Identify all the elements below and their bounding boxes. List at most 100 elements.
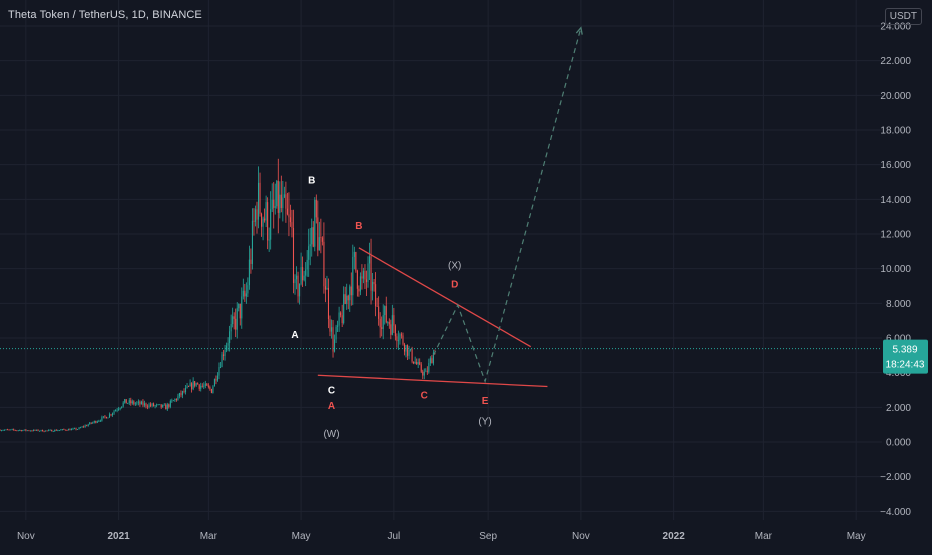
candle-body (282, 197, 284, 208)
candle-body (296, 275, 298, 280)
candle-body (49, 429, 51, 431)
candle-body (408, 350, 410, 356)
candle-body (280, 194, 282, 208)
wave-label: B (308, 176, 315, 187)
candle-body (285, 194, 287, 209)
candle-body (178, 393, 180, 397)
candle-body (172, 400, 174, 402)
candle-body (320, 237, 322, 239)
candle-body (267, 202, 269, 241)
time-tick-label: 2022 (663, 531, 686, 542)
time-tick-label: Sep (479, 531, 497, 542)
candle-body (405, 345, 407, 352)
wave-label: (W) (323, 429, 339, 440)
candle-body (99, 420, 101, 422)
projection-line[interactable] (432, 27, 582, 384)
candle-body (429, 358, 431, 364)
candle-body (34, 429, 36, 431)
candle-body (259, 182, 261, 214)
price-tick-label: 4.000 (886, 368, 911, 379)
candle-body (229, 331, 231, 344)
candle-body (417, 362, 419, 365)
candle-body (148, 404, 150, 408)
candle-body (256, 209, 258, 220)
candle-body (28, 430, 30, 432)
candle-body (253, 220, 255, 222)
candle-body (236, 308, 238, 330)
candle-body (411, 349, 413, 362)
candle-body (390, 324, 392, 335)
candle-body (54, 429, 56, 432)
candle-body (399, 334, 401, 341)
projection-path[interactable] (432, 26, 583, 384)
candle-body (206, 383, 208, 386)
candle-body (145, 403, 147, 407)
trendline-upper[interactable] (358, 247, 532, 348)
time-tick-label: Mar (200, 531, 218, 542)
candle-body (318, 237, 320, 251)
time-tick-label: Nov (572, 531, 590, 542)
candle-body (203, 385, 205, 387)
candle-body (330, 327, 333, 332)
candle-body (370, 256, 372, 291)
candle-body (116, 409, 118, 411)
candle-body (338, 312, 340, 326)
candle-body (327, 287, 330, 320)
candle-body (83, 426, 85, 428)
candle-body (414, 361, 416, 364)
price-tick-label: 12.000 (880, 230, 911, 241)
wave-label: (Y) (478, 417, 491, 428)
candle-body (379, 318, 381, 328)
candle-body (248, 259, 250, 286)
candle-body (221, 354, 223, 368)
candle-body (124, 399, 126, 403)
trendlines[interactable] (317, 247, 548, 388)
candle-body (232, 316, 234, 325)
candle-body (378, 306, 380, 319)
symbol-title[interactable]: Theta Token / TetherUS, 1D, BINANCE (8, 9, 202, 21)
currency-badge[interactable]: USDT (884, 8, 922, 25)
candle-body (419, 362, 421, 365)
candle-body (168, 404, 170, 407)
candle-body (84, 425, 86, 427)
candle-body (58, 430, 60, 431)
candle-body (416, 361, 418, 365)
price-tick-label: 22.000 (880, 56, 911, 67)
candle-body (118, 408, 120, 410)
candle-body (191, 383, 193, 390)
time-tick-label: May (292, 531, 311, 542)
price-tick-label: 18.000 (880, 126, 911, 137)
candle-body (432, 352, 434, 364)
candle-body (108, 414, 111, 418)
candle-body (388, 322, 390, 325)
candle-body (102, 416, 104, 418)
candle-body (192, 381, 194, 390)
candle-body (273, 199, 275, 208)
candle-body (381, 327, 383, 329)
candle-body (204, 383, 206, 386)
candle-body (5, 429, 7, 431)
candle-body (67, 429, 69, 431)
candle-body (219, 367, 222, 368)
candle-body (397, 340, 399, 342)
candle-body (308, 246, 310, 260)
candle-body (89, 422, 91, 425)
candle-body (188, 386, 190, 388)
candle-body (39, 430, 41, 432)
candle-body (358, 288, 360, 292)
trendline-lower[interactable] (317, 374, 548, 388)
candle-body (387, 322, 389, 323)
candle-body (315, 199, 317, 218)
candle-body (294, 279, 296, 283)
candle-body (393, 315, 395, 326)
candle-body (60, 429, 62, 431)
candle-body (11, 429, 13, 431)
candle-body (92, 422, 94, 424)
candle-body (72, 428, 74, 430)
candle-body (46, 430, 48, 432)
candle-body (153, 403, 155, 407)
last-price-badge (883, 339, 928, 374)
axes: 24.000 22.000 20.000 18.000 16.000 14.000 12.0… (17, 22, 928, 542)
